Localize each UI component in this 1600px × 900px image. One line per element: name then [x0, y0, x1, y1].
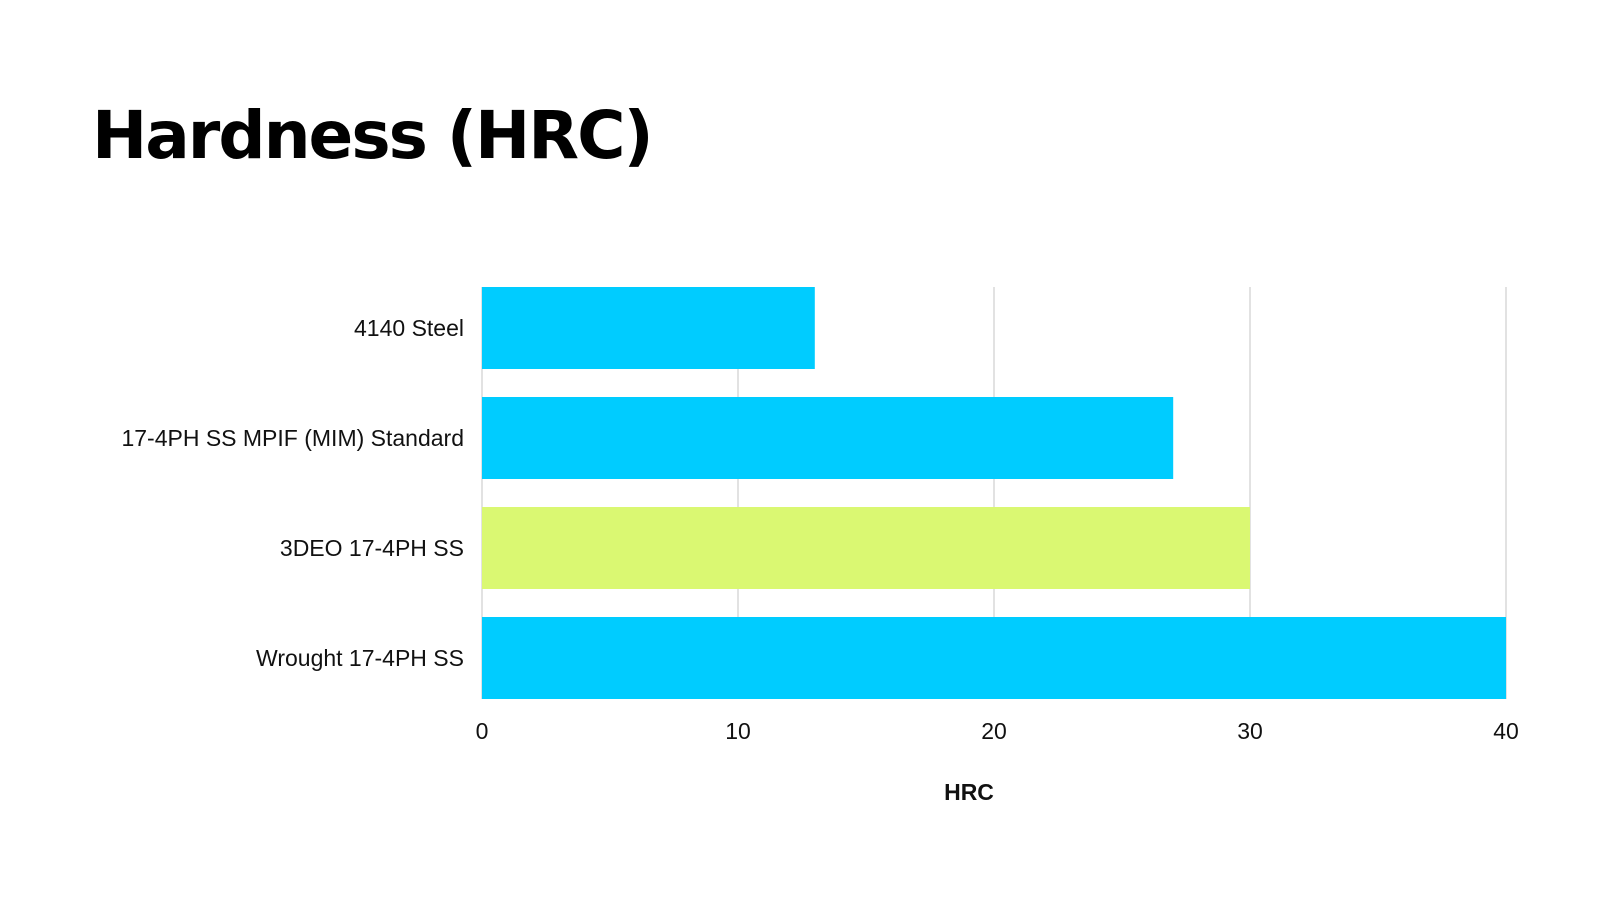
x-tick-label: 0	[476, 718, 489, 744]
category-label: 3DEO 17-4PH SS	[280, 535, 464, 561]
bars	[482, 287, 1506, 699]
bar	[482, 287, 815, 369]
category-labels: 4140 Steel 17-4PH SS MPIF (MIM) Standard 3…	[121, 315, 464, 671]
x-tick-label: 10	[725, 718, 751, 744]
chart-title: Hardness (HRC)	[92, 97, 654, 174]
category-label: 17-4PH SS MPIF (MIM) Standard	[121, 425, 464, 451]
category-label: 4140 Steel	[354, 315, 464, 341]
x-tick-label: 30	[1237, 718, 1263, 744]
bar	[482, 507, 1250, 589]
x-axis-title: HRC	[944, 779, 994, 805]
x-tick-label: 20	[981, 718, 1007, 744]
x-tick-label: 40	[1493, 718, 1519, 744]
bar	[482, 617, 1506, 699]
category-label: Wrought 17-4PH SS	[256, 645, 464, 671]
bar	[482, 397, 1174, 479]
x-tick-labels: 0 10 20 30 40	[476, 718, 1519, 744]
